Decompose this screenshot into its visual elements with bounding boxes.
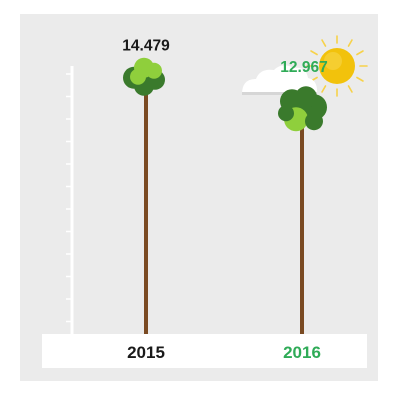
cloud-icon	[242, 65, 318, 95]
value-label-2016: 12.967	[280, 59, 327, 76]
tree-crown	[123, 57, 165, 96]
baseline-band	[42, 334, 367, 368]
tree-icon	[123, 57, 165, 334]
data-marks	[123, 57, 327, 335]
bar-2015	[144, 70, 148, 334]
sun-icon	[306, 35, 368, 97]
category-label-2015: 2015	[127, 343, 165, 362]
tree-icon	[278, 86, 327, 335]
value-label-2015: 14.479	[122, 38, 170, 55]
chart-panel: 14.479 12.967 2015 2016	[20, 14, 378, 381]
category-label-2016: 2016	[283, 343, 321, 362]
bar-2016	[300, 98, 304, 335]
tree-bar-chart: 14.479 12.967 2015 2016	[42, 35, 368, 368]
tree-crown	[278, 86, 327, 132]
y-axis	[66, 66, 74, 336]
